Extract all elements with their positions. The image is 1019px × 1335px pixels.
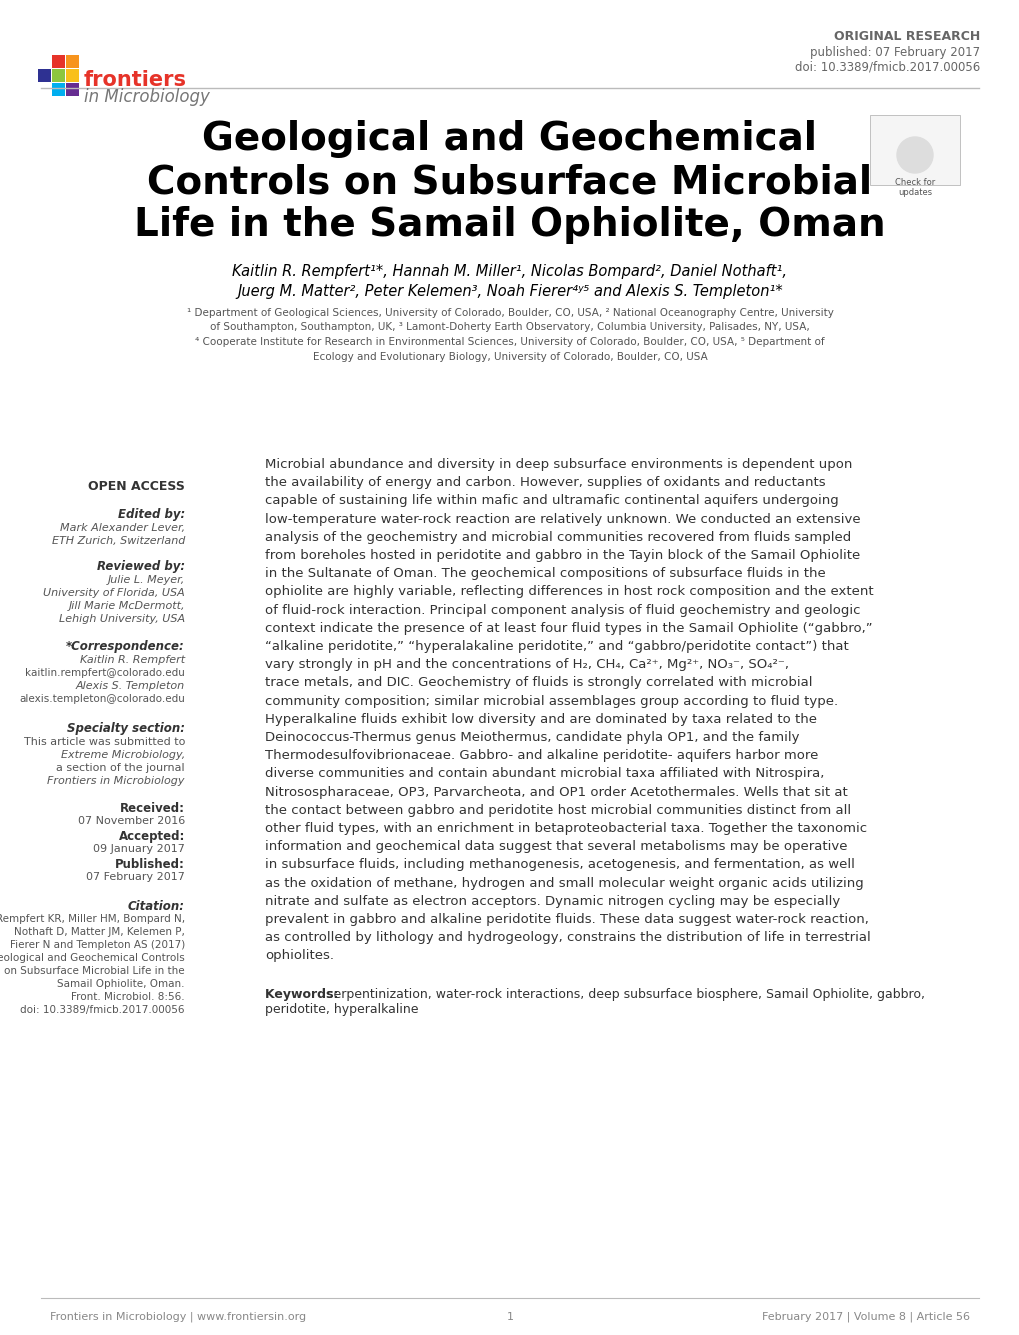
Text: information and geochemical data suggest that several metabolisms may be operati: information and geochemical data suggest… (265, 840, 847, 853)
Text: trace metals, and DIC. Geochemistry of fluids is strongly correlated with microb: trace metals, and DIC. Geochemistry of f… (265, 677, 812, 689)
Text: community composition; similar microbial assemblages group according to fluid ty: community composition; similar microbial… (265, 694, 838, 708)
Text: diverse communities and contain abundant microbial taxa affiliated with Nitrospi: diverse communities and contain abundant… (265, 768, 823, 781)
Text: Citation:: Citation: (127, 900, 184, 913)
Text: Kaitlin R. Rempfert¹*, Hannah M. Miller¹, Nicolas Bompard², Daniel Nothaft¹,: Kaitlin R. Rempfert¹*, Hannah M. Miller¹… (232, 264, 787, 279)
Text: capable of sustaining life within mafic and ultramafic continental aquifers unde: capable of sustaining life within mafic … (265, 494, 838, 507)
Bar (52, 83, 65, 96)
Text: Extreme Microbiology,: Extreme Microbiology, (61, 750, 184, 760)
Text: Geological and Geochemical Controls: Geological and Geochemical Controls (0, 953, 184, 963)
Text: ⁴ Cooperate Institute for Research in Environmental Sciences, University of Colo: ⁴ Cooperate Institute for Research in En… (195, 336, 824, 347)
Text: Received:: Received: (120, 802, 184, 814)
Bar (52, 55, 65, 68)
Text: the contact between gabbro and peridotite host microbial communities distinct fr: the contact between gabbro and peridotit… (265, 804, 850, 817)
Text: Microbial abundance and diversity in deep subsurface environments is dependent u: Microbial abundance and diversity in dee… (265, 458, 852, 471)
Text: Lehigh University, USA: Lehigh University, USA (59, 614, 184, 623)
Text: as controlled by lithology and hydrogeology, constrains the distribution of life: as controlled by lithology and hydrogeol… (265, 932, 870, 944)
Text: Samail Ophiolite, Oman.: Samail Ophiolite, Oman. (57, 979, 184, 989)
Text: Front. Microbiol. 8:56.: Front. Microbiol. 8:56. (71, 992, 184, 1003)
Text: other fluid types, with an enrichment in betaproteobacterial taxa. Together the : other fluid types, with an enrichment in… (265, 822, 866, 834)
Text: Specialty section:: Specialty section: (67, 722, 184, 736)
Text: frontiers: frontiers (84, 69, 186, 89)
Text: ophiolites.: ophiolites. (265, 949, 333, 963)
Text: Mark Alexander Lever,: Mark Alexander Lever, (60, 523, 184, 533)
Text: vary strongly in pH and the concentrations of H₂, CH₄, Ca²⁺, Mg²⁺, NO₃⁻, SO₄²⁻,: vary strongly in pH and the concentratio… (265, 658, 789, 672)
Text: 1: 1 (506, 1312, 513, 1322)
Text: “alkaline peridotite,” “hyperalakaline peridotite,” and “gabbro/peridotite conta: “alkaline peridotite,” “hyperalakaline p… (265, 639, 848, 653)
Text: a section of the journal: a section of the journal (56, 764, 184, 773)
Text: doi: 10.3389/fmicb.2017.00056: doi: 10.3389/fmicb.2017.00056 (20, 1005, 184, 1015)
Text: as the oxidation of methane, hydrogen and small molecular weight organic acids u: as the oxidation of methane, hydrogen an… (265, 877, 863, 889)
Bar (66, 55, 78, 68)
Text: ophiolite are highly variable, reflecting differences in host rock composition a: ophiolite are highly variable, reflectin… (265, 586, 872, 598)
Text: Life in the Samail Ophiolite, Oman: Life in the Samail Ophiolite, Oman (135, 206, 884, 244)
Text: Check for
updates: Check for updates (894, 178, 934, 198)
Text: alexis.templeton@colorado.edu: alexis.templeton@colorado.edu (19, 694, 184, 704)
Text: from boreholes hosted in peridotite and gabbro in the Tayin block of the Samail : from boreholes hosted in peridotite and … (265, 549, 859, 562)
Text: the availability of energy and carbon. However, supplies of oxidants and reducta: the availability of energy and carbon. H… (265, 477, 824, 489)
Text: Juerg M. Matter², Peter Kelemen³, Noah Fierer⁴ʸ⁵ and Alexis S. Templeton¹*: Juerg M. Matter², Peter Kelemen³, Noah F… (236, 284, 783, 299)
Text: on Subsurface Microbial Life in the: on Subsurface Microbial Life in the (4, 967, 184, 976)
Text: ETH Zurich, Switzerland: ETH Zurich, Switzerland (52, 535, 184, 546)
Text: 07 February 2017: 07 February 2017 (86, 872, 184, 882)
Bar (38, 69, 51, 81)
Bar (66, 83, 78, 96)
Text: Reviewed by:: Reviewed by: (97, 559, 184, 573)
Text: Kaitlin R. Rempfert: Kaitlin R. Rempfert (79, 655, 184, 665)
Text: ORIGINAL RESEARCH: ORIGINAL RESEARCH (833, 29, 979, 43)
Circle shape (896, 138, 932, 174)
Text: low-temperature water-rock reaction are relatively unknown. We conducted an exte: low-temperature water-rock reaction are … (265, 513, 860, 526)
Text: of Southampton, Southampton, UK, ³ Lamont-Doherty Earth Observatory, Columbia Un: of Southampton, Southampton, UK, ³ Lamon… (210, 323, 809, 332)
Text: in subsurface fluids, including methanogenesis, acetogenesis, and fermentation, : in subsurface fluids, including methanog… (265, 858, 854, 872)
Text: nitrate and sulfate as electron acceptors. Dynamic nitrogen cycling may be espec: nitrate and sulfate as electron acceptor… (265, 894, 840, 908)
Text: Rempfert KR, Miller HM, Bompard N,: Rempfert KR, Miller HM, Bompard N, (0, 914, 184, 924)
Text: Published:: Published: (115, 858, 184, 870)
Text: context indicate the presence of at least four fluid types in the Samail Ophioli: context indicate the presence of at leas… (265, 622, 872, 635)
Text: Nitrosospharaceae, OP3, Parvarcheota, and OP1 order Acetothermales. Wells that s: Nitrosospharaceae, OP3, Parvarcheota, an… (265, 785, 847, 798)
Text: Nothaft D, Matter JM, Kelemen P,: Nothaft D, Matter JM, Kelemen P, (14, 926, 184, 937)
Text: Geological and Geochemical: Geological and Geochemical (203, 120, 816, 158)
Text: doi: 10.3389/fmicb.2017.00056: doi: 10.3389/fmicb.2017.00056 (794, 60, 979, 73)
Text: analysis of the geochemistry and microbial communities recovered from fluids sam: analysis of the geochemistry and microbi… (265, 531, 851, 543)
Text: *Correspondence:: *Correspondence: (66, 639, 184, 653)
Text: of fluid-rock interaction. Principal component analysis of fluid geochemistry an: of fluid-rock interaction. Principal com… (265, 603, 860, 617)
Text: University of Florida, USA: University of Florida, USA (43, 587, 184, 598)
Bar (52, 69, 65, 81)
Text: Controls on Subsurface Microbial: Controls on Subsurface Microbial (148, 163, 871, 202)
Text: prevalent in gabbro and alkaline peridotite fluids. These data suggest water-roc: prevalent in gabbro and alkaline peridot… (265, 913, 868, 926)
Text: 09 January 2017: 09 January 2017 (93, 844, 184, 854)
Text: OPEN ACCESS: OPEN ACCESS (88, 481, 184, 493)
Text: Deinococcus-Thermus genus Meiothermus, candidate phyla OP1, and the family: Deinococcus-Thermus genus Meiothermus, c… (265, 732, 799, 744)
Text: Edited by:: Edited by: (117, 509, 184, 521)
Text: kaitlin.rempfert@colorado.edu: kaitlin.rempfert@colorado.edu (25, 668, 184, 678)
Text: Hyperalkaline fluids exhibit low diversity and are dominated by taxa related to : Hyperalkaline fluids exhibit low diversi… (265, 713, 816, 726)
Text: Accepted:: Accepted: (118, 830, 184, 842)
Bar (66, 69, 78, 81)
Text: serpentinization, water-rock interactions, deep subsurface biosphere, Samail Oph: serpentinization, water-rock interaction… (327, 988, 924, 1001)
Text: 07 November 2016: 07 November 2016 (77, 816, 184, 826)
Text: Frontiers in Microbiology: Frontiers in Microbiology (48, 776, 184, 786)
Text: in the Sultanate of Oman. The geochemical compositions of subsurface fluids in t: in the Sultanate of Oman. The geochemica… (265, 567, 825, 581)
Text: Thermodesulfovibrionaceae. Gabbro- and alkaline peridotite- aquifers harbor more: Thermodesulfovibrionaceae. Gabbro- and a… (265, 749, 817, 762)
Bar (869, 115, 959, 186)
Text: in Microbiology: in Microbiology (84, 88, 210, 105)
Text: published: 07 February 2017: published: 07 February 2017 (809, 45, 979, 59)
Text: Julie L. Meyer,: Julie L. Meyer, (108, 575, 184, 585)
Text: Fierer N and Templeton AS (2017): Fierer N and Templeton AS (2017) (10, 940, 184, 951)
Text: This article was submitted to: This article was submitted to (23, 737, 184, 748)
Text: Keywords:: Keywords: (265, 988, 342, 1001)
Text: Frontiers in Microbiology | www.frontiersin.org: Frontiers in Microbiology | www.frontier… (50, 1312, 306, 1323)
Text: Jill Marie McDermott,: Jill Marie McDermott, (68, 601, 184, 611)
Text: Alexis S. Templeton: Alexis S. Templeton (75, 681, 184, 692)
Text: February 2017 | Volume 8 | Article 56: February 2017 | Volume 8 | Article 56 (761, 1312, 969, 1323)
Text: peridotite, hyperalkaline: peridotite, hyperalkaline (265, 1003, 418, 1016)
Text: ¹ Department of Geological Sciences, University of Colorado, Boulder, CO, USA, ²: ¹ Department of Geological Sciences, Uni… (186, 308, 833, 318)
Text: Ecology and Evolutionary Biology, University of Colorado, Boulder, CO, USA: Ecology and Evolutionary Biology, Univer… (312, 351, 707, 362)
